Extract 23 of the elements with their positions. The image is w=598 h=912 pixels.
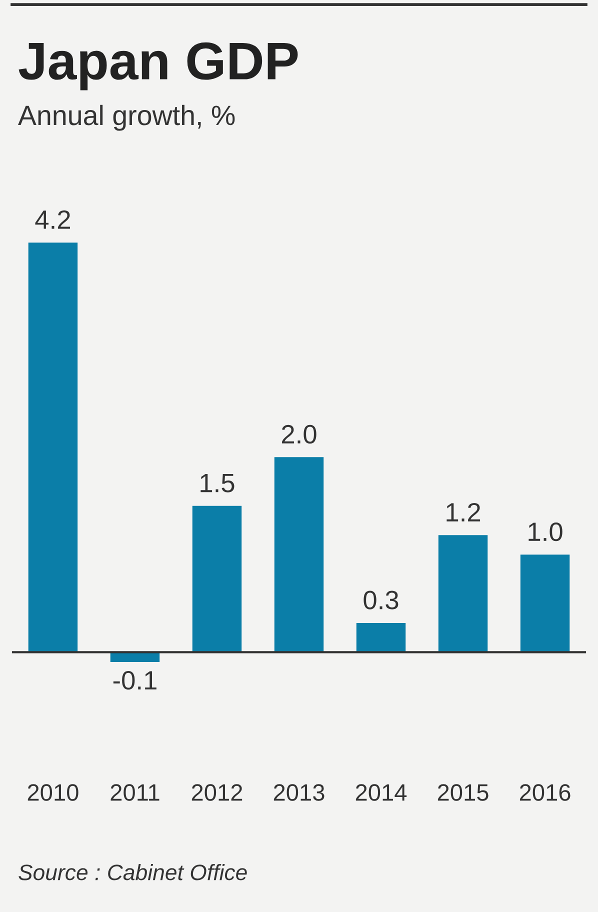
bar xyxy=(438,535,488,652)
x-tick-label: 2011 xyxy=(110,784,160,801)
bar xyxy=(28,242,78,652)
x-tick-label: 2010 xyxy=(28,784,78,801)
data-label: 2.0 xyxy=(282,424,316,444)
bar xyxy=(192,506,242,652)
bar xyxy=(356,622,406,652)
x-tick-label: 2016 xyxy=(520,784,570,801)
x-tick-label: 2015 xyxy=(438,784,488,801)
data-label: 1.2 xyxy=(446,502,480,522)
x-tick-label: 2014 xyxy=(356,784,407,801)
bar xyxy=(274,457,324,652)
data-label: -0.1 xyxy=(113,670,156,690)
data-label: 0.3 xyxy=(364,590,398,610)
data-label: 1.0 xyxy=(528,522,562,542)
x-tick-label: 2013 xyxy=(274,784,324,801)
data-label: 4.2 xyxy=(35,210,70,229)
x-tick-label: 2012 xyxy=(192,784,242,801)
bar xyxy=(520,554,570,652)
chart-title: Japan GDP xyxy=(18,42,298,90)
source-note: Source : Cabinet Office xyxy=(18,864,247,880)
data-label: 1.5 xyxy=(200,474,234,492)
chart-subtitle: Annual growth, % xyxy=(18,104,235,131)
